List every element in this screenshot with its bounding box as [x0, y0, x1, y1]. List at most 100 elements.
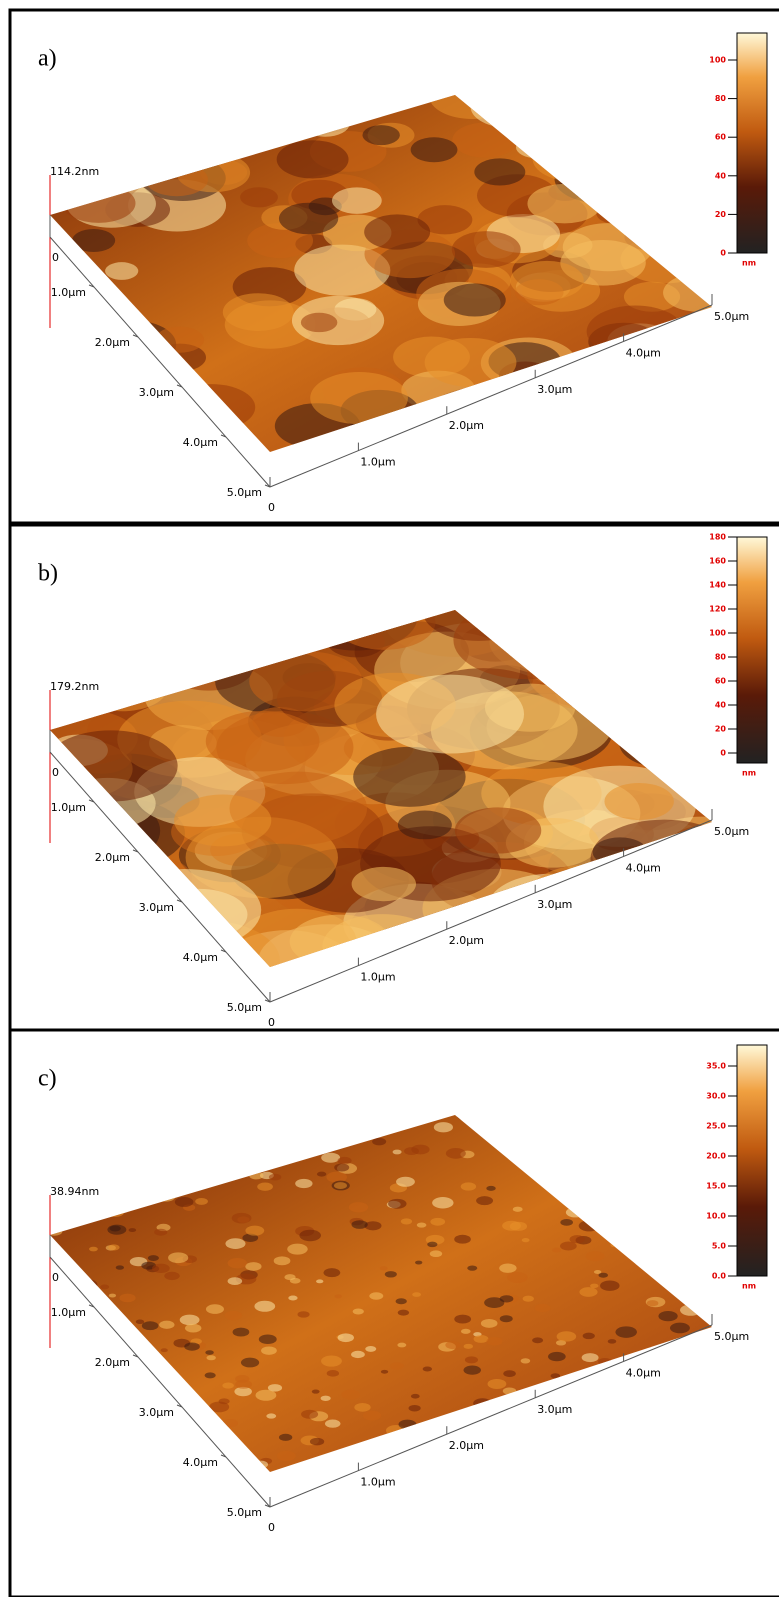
axis-line: [269, 819, 713, 1003]
surface-feature: [579, 1287, 598, 1297]
colorbar-tick-label: 15.0: [706, 1182, 726, 1191]
surface-feature: [532, 1337, 544, 1344]
surface-feature: [422, 1366, 433, 1372]
surface-feature: [552, 1247, 562, 1253]
panel-label: c): [38, 1066, 57, 1092]
surface-feature: [408, 1404, 421, 1412]
colorbar-tick-label: 10.0: [706, 1212, 726, 1221]
surface-feature: [379, 1266, 388, 1271]
surface-feature: [521, 1238, 530, 1243]
surface-feature: [445, 1341, 461, 1350]
axis-line: [269, 304, 713, 488]
surface-feature: [415, 1260, 423, 1265]
axis-line: [220, 949, 227, 953]
surface-feature: [512, 1206, 523, 1212]
surface-feature: [669, 1322, 690, 1334]
surface-feature: [410, 137, 458, 163]
surface-feature: [395, 1298, 407, 1305]
surface-feature: [389, 1362, 404, 1370]
z-zero-label: 0: [52, 251, 59, 264]
colorbar-unit: nm: [742, 259, 756, 268]
surface-feature: [164, 1271, 180, 1281]
surface-feature: [323, 1268, 341, 1278]
surface-feature: [227, 1277, 243, 1286]
surface-feature: [590, 1283, 599, 1289]
left-axis-label: 3.0µm: [139, 1406, 174, 1419]
surface-feature: [352, 1308, 364, 1315]
surface-feature: [404, 1147, 419, 1156]
surface-feature: [224, 1310, 243, 1321]
surface-feature: [195, 1198, 208, 1205]
axis-line: [49, 236, 271, 488]
colorbar-tick-label: 40: [715, 171, 727, 180]
surface-feature: [273, 1256, 291, 1266]
surface-feature: [443, 283, 506, 317]
axis-line: [264, 1504, 271, 1508]
surface-feature: [351, 1220, 368, 1229]
surface-feature: [464, 1356, 479, 1364]
surface-feature: [397, 810, 452, 840]
surface-feature: [242, 1233, 259, 1242]
surface-feature: [135, 1319, 145, 1324]
left-axis-label: 5.0µm: [227, 486, 262, 499]
surface-feature: [309, 1437, 325, 1446]
surface-feature: [354, 1402, 371, 1412]
surface-feature: [108, 1293, 117, 1298]
surface-feature: [476, 1196, 494, 1206]
colorbar-unit: nm: [742, 1282, 756, 1291]
surface-feature: [72, 229, 116, 253]
left-axis-label: 2.0µm: [95, 1356, 130, 1369]
axis-line: [220, 434, 227, 438]
surface-feature: [266, 1413, 277, 1419]
left-axis-label: 5.0µm: [227, 1001, 262, 1014]
surface-feature: [392, 1149, 402, 1155]
surface-feature: [615, 1326, 637, 1338]
panel: b) 179.2nm 0 1.0µm 2.0µm 3.0µm 4.0µm 5.0µm 0 1.0µ…: [8, 523, 779, 1032]
surface-feature: [267, 1384, 283, 1392]
surface-feature: [321, 1152, 341, 1163]
colorbar-tick-label: 20: [715, 725, 727, 734]
surface-feature: [209, 1401, 230, 1413]
surface-feature: [600, 1280, 620, 1291]
surface-feature: [234, 1386, 252, 1397]
z-zero-label: 0: [52, 766, 59, 779]
surface-feature: [284, 1274, 296, 1281]
colorbar-tick-label: 35.0: [706, 1062, 726, 1071]
surface-feature: [257, 1182, 273, 1191]
surface-feature: [416, 1222, 427, 1228]
left-axis-label: 4.0µm: [183, 436, 218, 449]
left-axis-label: 1.0µm: [51, 801, 86, 814]
surface-feature: [168, 1252, 189, 1264]
surface-feature: [658, 1310, 678, 1322]
surface-feature: [255, 1389, 277, 1401]
surface-feature: [240, 1357, 260, 1368]
surface-feature: [384, 1271, 397, 1278]
surface-feature: [268, 1173, 282, 1181]
surface-feature: [365, 1345, 377, 1352]
surface-feature: [154, 1228, 168, 1236]
surface-feature: [249, 651, 363, 712]
surface-feature: [369, 1292, 384, 1300]
right-axis-label: 3.0µm: [537, 1403, 572, 1416]
surface-feature: [417, 205, 473, 235]
surface-feature: [326, 1171, 348, 1183]
colorbar: [736, 536, 768, 764]
surface-feature: [204, 1372, 216, 1379]
colorbar-tick-label: 0.0: [712, 1272, 727, 1281]
surface-feature: [582, 1332, 595, 1340]
colorbar-unit: nm: [742, 769, 756, 778]
axis-line: [132, 334, 139, 338]
surface-feature: [460, 1328, 471, 1334]
surface-feature: [341, 1389, 361, 1400]
right-axis-label: 1.0µm: [360, 971, 395, 984]
surface-feature: [128, 1228, 137, 1233]
colorbar-tick-label: 160: [709, 557, 726, 566]
surface-feature: [115, 1265, 125, 1270]
right-axis-label: 1.0µm: [360, 456, 395, 469]
axis-line: [88, 1304, 95, 1308]
surface-feature: [362, 1410, 382, 1421]
surface-feature: [362, 125, 400, 146]
surface-feature: [585, 1251, 605, 1262]
surface-feature: [351, 1350, 365, 1359]
surface-feature: [486, 1336, 503, 1346]
